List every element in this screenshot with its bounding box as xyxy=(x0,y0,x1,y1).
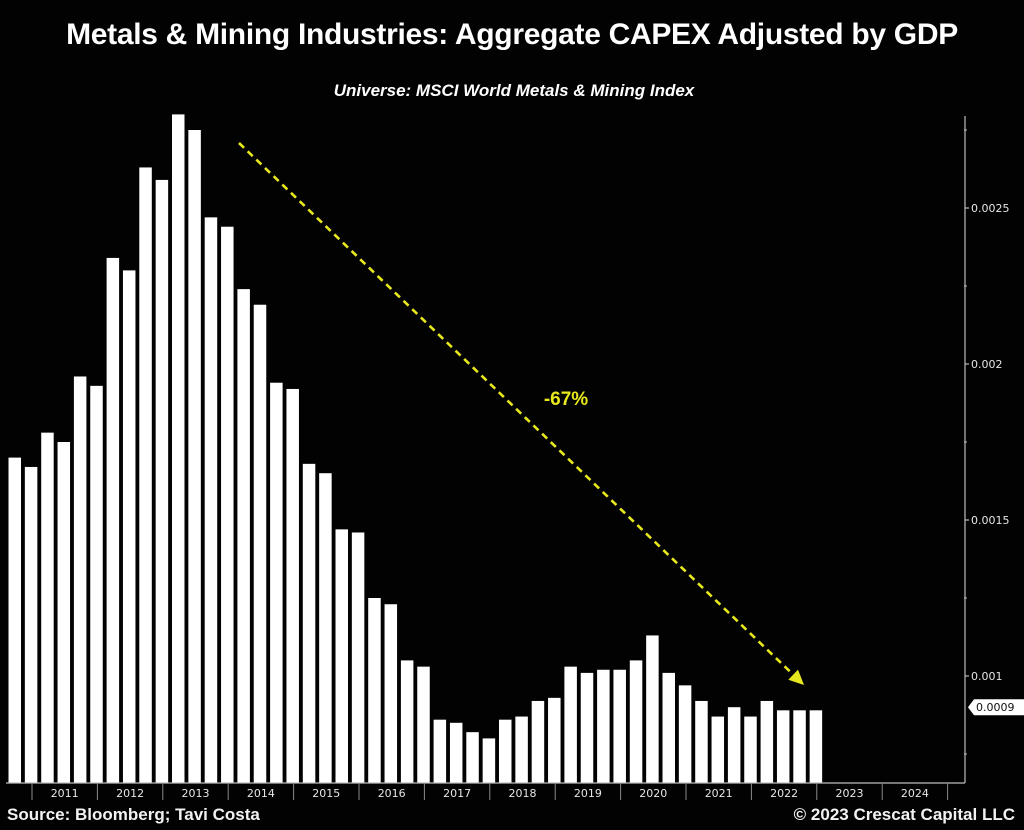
bar xyxy=(744,716,757,783)
bar xyxy=(90,385,103,783)
bar xyxy=(122,270,136,783)
bar xyxy=(106,257,120,783)
x-tick-label: 2019 xyxy=(574,787,602,800)
trend-annotation-label: -67% xyxy=(544,389,588,410)
bar xyxy=(204,217,218,784)
bar xyxy=(662,672,675,783)
x-tick-label: 2011 xyxy=(51,787,79,800)
x-tick-label: 2018 xyxy=(509,787,537,800)
bars-group xyxy=(8,114,823,784)
bar xyxy=(24,466,38,783)
bar xyxy=(613,669,626,783)
last-value-label: 0.0009 xyxy=(976,701,1015,714)
bar xyxy=(253,304,267,783)
chart-subtitle: Universe: MSCI World Metals & Mining Ind… xyxy=(333,81,695,100)
bar xyxy=(776,710,790,783)
bar xyxy=(499,719,512,783)
bar xyxy=(73,376,87,783)
y-tick-label: 0.0015 xyxy=(971,514,1010,527)
bar xyxy=(335,529,348,783)
bar xyxy=(793,710,806,783)
bar xyxy=(711,716,725,783)
x-tick-label: 2017 xyxy=(443,787,471,800)
copyright-note: © 2023 Crescat Capital LLC xyxy=(793,805,1015,824)
bar xyxy=(678,685,692,783)
x-tick-label: 2021 xyxy=(705,787,733,800)
x-tick-label: 2015 xyxy=(312,787,340,800)
bar xyxy=(482,738,496,783)
x-tick-label: 2013 xyxy=(182,787,210,800)
bar xyxy=(286,388,299,783)
bar xyxy=(727,707,741,783)
trend-arrow-head xyxy=(788,669,804,685)
last-value-tag xyxy=(968,699,1024,716)
bar xyxy=(646,635,659,783)
bar xyxy=(515,716,528,783)
axes-group: 0.0025 0.002 0.0015 0.001 2011 2012 2013 2014 20… xyxy=(6,116,1024,800)
bar xyxy=(597,669,610,783)
x-tick-label: 2012 xyxy=(116,787,144,800)
bar xyxy=(466,732,479,783)
bar xyxy=(548,697,561,783)
bar xyxy=(319,473,332,783)
y-tick-label: 0.0025 xyxy=(971,202,1010,215)
y-tick-label: 0.002 xyxy=(971,358,1003,371)
bar xyxy=(629,660,643,783)
bar xyxy=(449,722,463,783)
bar xyxy=(155,179,169,784)
bar xyxy=(270,382,283,783)
bar xyxy=(221,226,234,784)
x-tick-label: 2022 xyxy=(770,787,798,800)
y-tick-label: 0.001 xyxy=(971,670,1003,683)
chart-title: Metals & Mining Industries: Aggregate CA… xyxy=(66,18,958,51)
bar xyxy=(564,666,577,783)
x-tick-label: 2024 xyxy=(901,787,929,800)
bar xyxy=(302,463,316,783)
x-tick-label: 2016 xyxy=(378,787,406,800)
bar xyxy=(400,660,414,783)
bar xyxy=(760,700,774,783)
bar xyxy=(433,719,447,783)
bar xyxy=(188,130,201,783)
bar xyxy=(580,672,594,783)
annotation-group: -67% xyxy=(238,142,804,685)
x-tick-label: 2014 xyxy=(247,787,275,800)
bar xyxy=(531,700,545,783)
bar xyxy=(41,432,54,783)
bar xyxy=(809,710,823,783)
bar xyxy=(368,598,381,783)
trend-arrow-line xyxy=(238,142,795,676)
bar xyxy=(8,457,21,783)
bar xyxy=(695,700,708,783)
source-note: Source: Bloomberg; Tavi Costa xyxy=(7,805,260,824)
bar xyxy=(57,442,71,783)
x-tick-label: 2023 xyxy=(836,787,864,800)
bar xyxy=(237,289,250,783)
bar xyxy=(384,604,398,783)
bar xyxy=(139,167,152,783)
bar xyxy=(417,666,430,783)
bar xyxy=(351,532,365,783)
x-tick-label: 2020 xyxy=(639,787,667,800)
bar xyxy=(172,114,185,783)
